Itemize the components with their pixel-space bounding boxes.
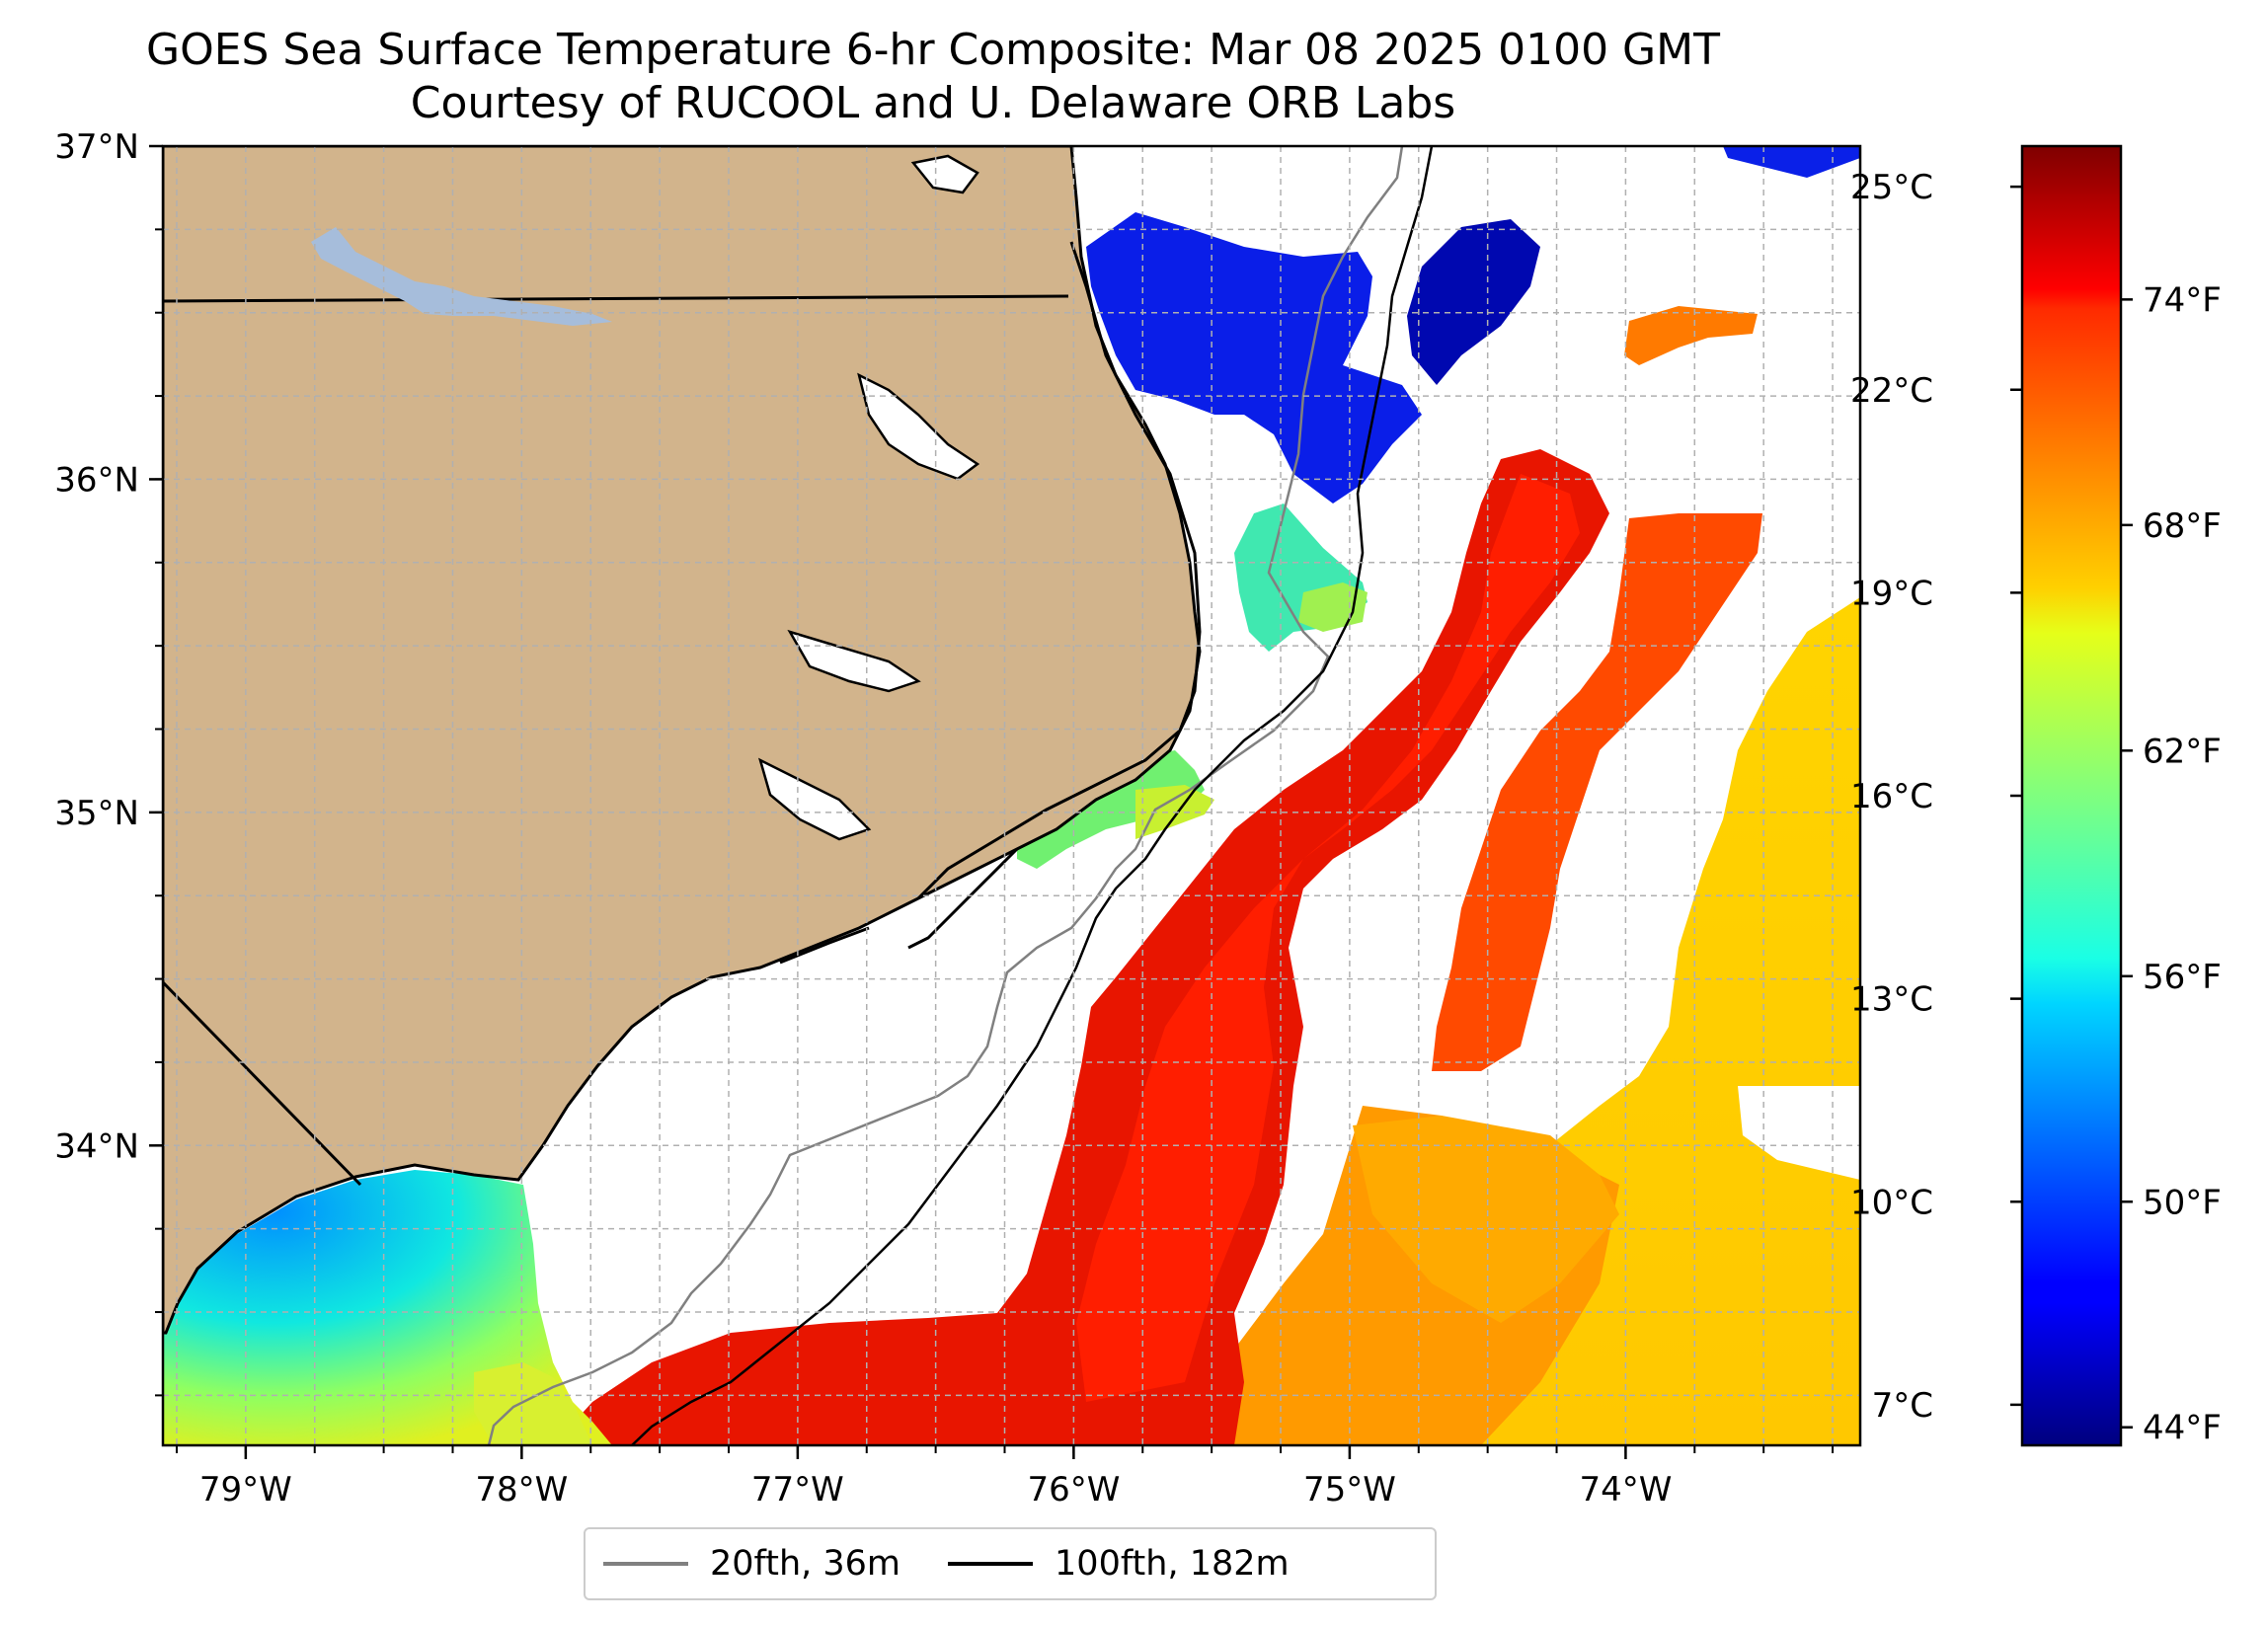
colorbar-fahrenheit-label: 74°F (2143, 280, 2222, 320)
colorbar-fahrenheit-label: 62°F (2143, 732, 2222, 771)
sst-layer (163, 146, 1860, 1445)
colorbar-fahrenheit-label: 56°F (2143, 958, 2222, 997)
sst-onslow-yellow (474, 1362, 592, 1445)
contour-legend: 20fth, 36m 100fth, 182m (584, 1527, 1437, 1600)
legend-entry-20fth: 20fth, 36m (603, 1544, 900, 1584)
colorbar-celsius-label: 10°C (1850, 1183, 1933, 1222)
graticule (163, 145, 1860, 1445)
legend-label-20fth: 20fth, 36m (710, 1544, 901, 1584)
lon-tick-label: 78°W (475, 1470, 568, 1510)
colorbar-gradient (2022, 146, 2121, 1445)
colorbar-celsius-label: 7°C (1872, 1386, 1933, 1426)
lat-tick-label: 34°N (54, 1126, 139, 1166)
map-axes: 79°W 78°W 77°W 76°W 75°W 74°W 37°N 36°N 35°N 34°N (54, 127, 1835, 1510)
lon-tick-label: 79°W (199, 1470, 292, 1510)
colorbar-fahrenheit-label: 44°F (2143, 1409, 2222, 1448)
sst-gap-1 (1738, 1086, 1860, 1180)
contour-20fth (487, 146, 1404, 1445)
lake-kerr (311, 227, 612, 326)
colorbar: 25°C 22°C 19°C 16°C 13°C 10°C 7°C 74°F 68°F 62°F 5… (1850, 144, 2222, 1448)
contour-100fth (631, 146, 1434, 1445)
state-boundary-va-nc (163, 294, 1069, 303)
colorbar-celsius-label: 19°C (1850, 574, 1933, 613)
colorbar-celsius-label: 13°C (1850, 980, 1933, 1020)
lat-tick-label: 36°N (54, 460, 139, 500)
legend-swatch-20fth (603, 1562, 688, 1566)
sst-lookout-green (1017, 750, 1205, 869)
colorbar-fahrenheit-label: 68°F (2143, 506, 2222, 546)
lat-tick-label: 35°N (54, 794, 139, 833)
legend-label-100fth: 100fth, 182m (1055, 1544, 1290, 1584)
lon-tick-label: 74°W (1579, 1470, 1672, 1510)
figure-subtitle: Courtesy of RUCOOL and U. Delaware ORB L… (410, 78, 1456, 128)
sst-east-patch (1624, 306, 1758, 365)
figure-title: GOES Sea Surface Temperature 6-hr Compos… (145, 25, 1720, 75)
lon-tick-label: 75°W (1303, 1470, 1396, 1510)
estuaries (758, 154, 980, 841)
colorbar-celsius-label: 16°C (1850, 777, 1933, 816)
map-frame (161, 144, 1862, 1447)
sst-pamlico-north (1086, 212, 1422, 503)
sst-gulf-filament (1432, 513, 1762, 1071)
lon-tick-label: 77°W (751, 1470, 844, 1510)
colorbar-celsius-label: 22°C (1850, 371, 1933, 411)
colorbar-fahrenheit-label: 50°F (2143, 1183, 2222, 1222)
barrier-islands (779, 241, 1202, 965)
legend-swatch-100fth (948, 1562, 1034, 1566)
lat-tick-label: 37°N (54, 127, 139, 167)
sst-gulf-stream-core (1076, 474, 1580, 1402)
colorbar-celsius-label: 25°C (1850, 168, 1933, 207)
state-boundary-nc-sc (163, 980, 362, 1187)
sst-corner-ne (1723, 146, 1860, 178)
legend-entry-100fth: 100fth, 182m (948, 1544, 1290, 1584)
sst-north-offshore (1407, 219, 1540, 385)
lon-tick-label: 76°W (1027, 1470, 1120, 1510)
